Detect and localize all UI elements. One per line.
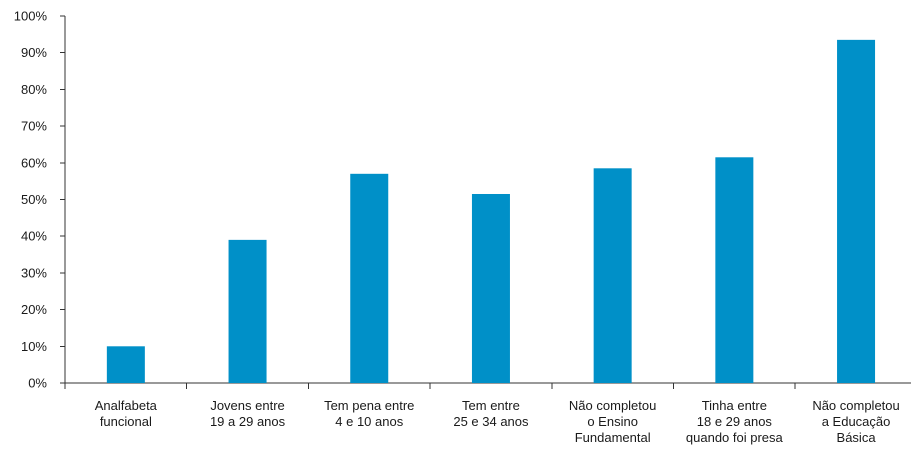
category-labels: Analfabeta funcional Jovens entre 19 a 29 a… <box>95 398 900 445</box>
bar <box>837 39 876 383</box>
bar <box>593 168 632 383</box>
y-tick-label: 60% <box>21 155 47 170</box>
category-label-line: funcional <box>100 414 152 429</box>
bars <box>106 39 876 383</box>
bar <box>350 173 389 383</box>
category-label-line: o Ensino <box>587 414 638 429</box>
category-label: Tem entre 25 e 34 anos <box>453 398 529 429</box>
category-label: Analfabeta funcional <box>95 398 158 429</box>
category-label-line: 4 e 10 anos <box>335 414 403 429</box>
category-label-line: Tem entre <box>462 398 520 413</box>
category-label-line: 18 e 29 anos <box>697 414 773 429</box>
bar <box>471 193 510 383</box>
category-label-line: 19 a 29 anos <box>210 414 286 429</box>
y-tick-label: 20% <box>21 302 47 317</box>
category-label-line: Não completou <box>569 398 656 413</box>
y-axis: 0% 10% 20% 30% 40% 50% 60% 70% 80% 90% 100% <box>14 9 66 391</box>
category-label-line: 25 e 34 anos <box>453 414 529 429</box>
category-label-line: Analfabeta <box>95 398 158 413</box>
category-label-line: Não completou <box>812 398 899 413</box>
y-tick-label: 80% <box>21 82 47 97</box>
y-tick-label: 90% <box>21 45 47 60</box>
category-label: Jovens entre 19 a 29 anos <box>210 398 286 429</box>
bar <box>106 346 145 383</box>
y-tick-label: 40% <box>21 229 47 244</box>
category-label: Tem pena entre 4 e 10 anos <box>324 398 414 429</box>
category-label: Tinha entre 18 e 29 anos quando foi presa <box>686 398 784 445</box>
y-tick-label: 10% <box>21 339 47 354</box>
category-label-line: a Educação <box>822 414 891 429</box>
category-label-line: Jovens entre <box>210 398 284 413</box>
y-tick-label: 30% <box>21 265 47 280</box>
y-tick-label: 70% <box>21 119 47 134</box>
category-label-line: Tinha entre <box>702 398 767 413</box>
category-label: Não completou o Ensino Fundamental <box>569 398 656 445</box>
y-tick-label: 50% <box>21 192 47 207</box>
y-tick-label: 0% <box>28 376 47 391</box>
category-label-line: quando foi presa <box>686 430 784 445</box>
category-label: Não completou a Educação Básica <box>812 398 899 445</box>
bar <box>228 239 267 383</box>
bar <box>715 157 754 383</box>
category-label-line: Fundamental <box>575 430 651 445</box>
y-tick-label: 100% <box>14 9 48 24</box>
x-axis <box>64 382 911 389</box>
category-label-line: Tem pena entre <box>324 398 414 413</box>
category-label-line: Básica <box>837 430 877 445</box>
